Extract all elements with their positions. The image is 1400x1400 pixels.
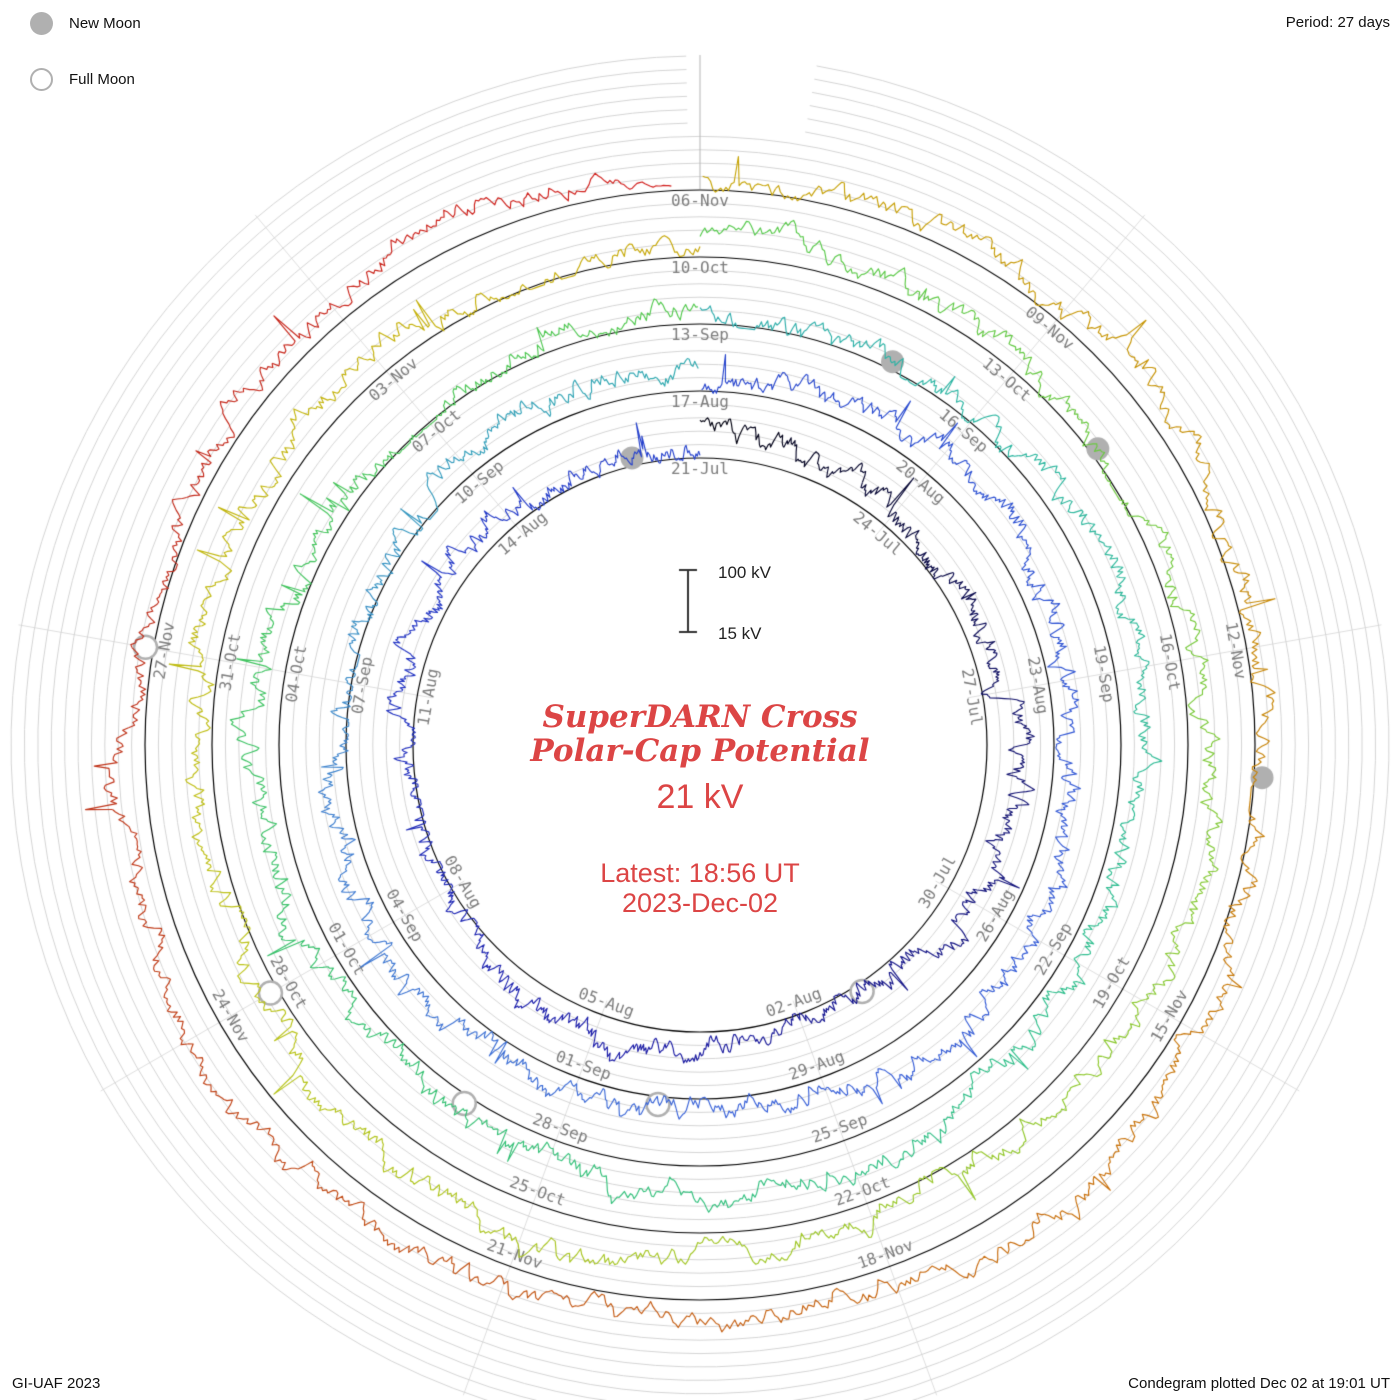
full-moon-label: Full Moon <box>69 70 135 88</box>
latest-date: 2023-Dec-02 <box>621 888 779 918</box>
current-value: 21 kV <box>656 778 744 816</box>
latest-time: Latest: 18:56 UT <box>600 858 800 888</box>
full-moon-icon <box>30 67 53 91</box>
chart-title-line2: Polar-Cap Potential <box>530 733 870 769</box>
scale-max-label: 100 kV <box>718 563 771 582</box>
chart-title-line1: SuperDARN Cross <box>542 699 858 735</box>
new-moon-icon <box>30 11 53 35</box>
new-moon-legend-row: New Moon <box>30 8 141 38</box>
full-moon-legend-row: Full Moon <box>30 64 141 94</box>
new-moon-label: New Moon <box>69 14 141 32</box>
moon-legend: New Moon Full Moon <box>30 8 141 120</box>
period-label: Period: 27 days <box>1285 14 1390 31</box>
scale-min-label: 15 kV <box>718 624 762 643</box>
plotted-timestamp-label: Condegram plotted Dec 02 at 19:01 UT <box>1128 1375 1390 1392</box>
credit-label: GI-UAF 2023 <box>12 1375 101 1392</box>
